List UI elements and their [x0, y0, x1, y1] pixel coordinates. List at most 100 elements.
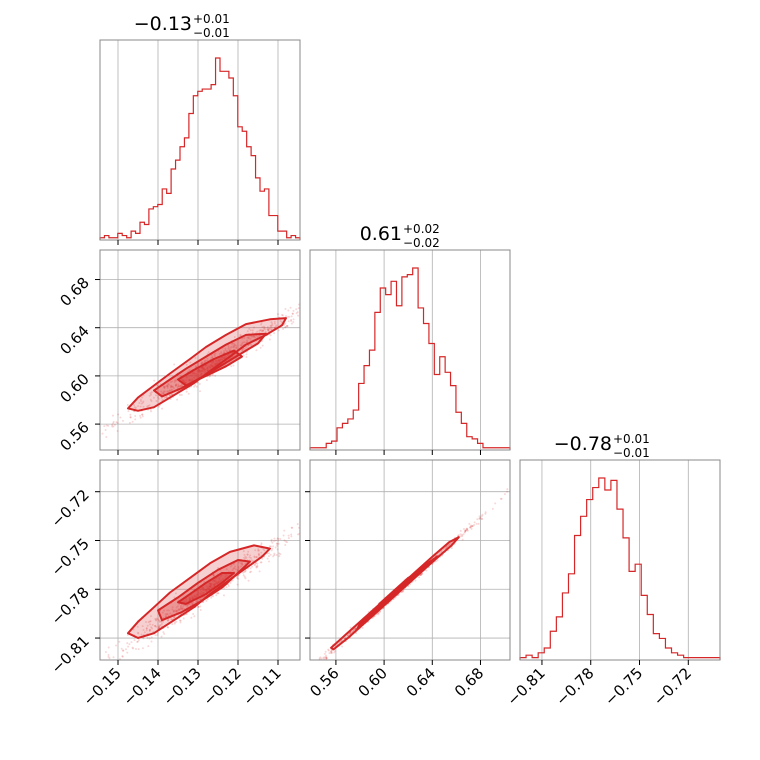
- sample-point: [228, 348, 231, 351]
- scatter-panel-param2-vs-param3: 0.56 0.60 0.64 0.68: [291, 459, 511, 700]
- sample-point: [212, 574, 215, 577]
- param-title-plus: +0.01: [193, 12, 230, 26]
- sample-point: [168, 383, 171, 386]
- sample-point: [131, 646, 134, 649]
- sample-point: [478, 517, 481, 520]
- sample-point: [249, 567, 252, 570]
- sample-point: [420, 573, 423, 576]
- sample-point: [481, 513, 484, 516]
- x-tick-label: −0.72: [650, 664, 695, 709]
- sample-point: [263, 327, 266, 330]
- sample-point: [176, 609, 179, 612]
- sample-point: [124, 648, 127, 651]
- sample-point: [448, 543, 451, 546]
- sample-point: [129, 416, 132, 419]
- sample-point: [331, 651, 334, 654]
- sample-point: [245, 353, 248, 356]
- sample-point: [301, 677, 303, 679]
- sample-point: [262, 329, 265, 332]
- sample-point: [291, 687, 293, 689]
- sample-point: [276, 313, 279, 316]
- sample-point: [267, 555, 270, 558]
- sample-point: [233, 342, 236, 345]
- sample-point: [116, 422, 119, 425]
- sample-point: [129, 416, 132, 419]
- param-title-median: −0.13: [134, 13, 192, 35]
- sample-point: [157, 396, 160, 399]
- sample-point: [163, 387, 166, 390]
- sample-point: [121, 419, 124, 422]
- sample-point: [361, 626, 364, 629]
- sample-point: [249, 557, 252, 560]
- sample-point: [379, 610, 382, 613]
- sample-point: [134, 418, 137, 421]
- sample-point: [264, 330, 267, 333]
- sample-point: [185, 390, 188, 393]
- sample-point: [192, 613, 195, 616]
- sample-point: [250, 335, 253, 338]
- sample-point: [295, 312, 298, 315]
- sample-point: [464, 529, 467, 532]
- sample-point: [121, 655, 124, 658]
- sample-point: [134, 406, 137, 409]
- sample-point: [285, 541, 288, 544]
- sample-point: [185, 604, 188, 607]
- sample-point: [150, 391, 153, 394]
- sample-point: [177, 383, 180, 386]
- sample-point: [253, 326, 256, 329]
- sample-point: [185, 613, 188, 616]
- sample-point: [185, 363, 188, 366]
- sample-point: [271, 322, 274, 325]
- sample-point: [165, 384, 168, 387]
- sample-point: [349, 626, 352, 629]
- sample-point: [149, 398, 152, 401]
- sample-point: [270, 538, 273, 541]
- sample-point: [477, 522, 480, 525]
- sample-point: [147, 645, 150, 648]
- sample-point: [191, 602, 194, 605]
- sample-point: [74, 451, 76, 453]
- sample-point: [200, 361, 203, 364]
- sample-point: [101, 432, 104, 435]
- sample-point: [148, 637, 151, 640]
- sample-point: [282, 328, 285, 331]
- sample-point: [469, 524, 472, 527]
- sample-point: [173, 616, 176, 619]
- sample-point: [234, 565, 237, 568]
- sample-point: [323, 652, 326, 655]
- sample-point: [155, 618, 158, 621]
- sample-point: [243, 553, 246, 556]
- sample-point: [242, 571, 245, 574]
- sample-point: [323, 296, 325, 298]
- sample-point: [244, 555, 247, 558]
- sample-point: [158, 624, 161, 627]
- sample-point: [165, 613, 168, 616]
- sample-point: [141, 413, 144, 416]
- sample-point: [168, 389, 171, 392]
- sample-point: [217, 592, 220, 595]
- sample-point: [142, 628, 145, 631]
- sample-point: [137, 632, 140, 635]
- sample-point: [242, 354, 245, 357]
- sample-point: [256, 562, 259, 565]
- param-title-minus: −0.02: [403, 236, 440, 250]
- sample-point: [319, 286, 321, 288]
- sample-point: [273, 552, 276, 555]
- x-tick-label: −0.11: [240, 664, 285, 709]
- sample-point: [128, 643, 131, 646]
- sample-point: [153, 624, 156, 627]
- sample-point: [260, 551, 263, 554]
- sample-point: [324, 650, 327, 653]
- sample-point: [128, 421, 131, 424]
- contour-level-2: [356, 555, 439, 630]
- sample-point: [292, 309, 295, 312]
- panel-frame: [99, 459, 301, 661]
- sample-point: [95, 658, 97, 660]
- sample-point: [281, 314, 284, 317]
- sample-point: [166, 625, 169, 628]
- sample-point: [155, 394, 158, 397]
- sample-point: [419, 573, 422, 576]
- sample-point: [325, 657, 328, 660]
- sample-point: [165, 395, 168, 398]
- sample-point: [473, 521, 476, 524]
